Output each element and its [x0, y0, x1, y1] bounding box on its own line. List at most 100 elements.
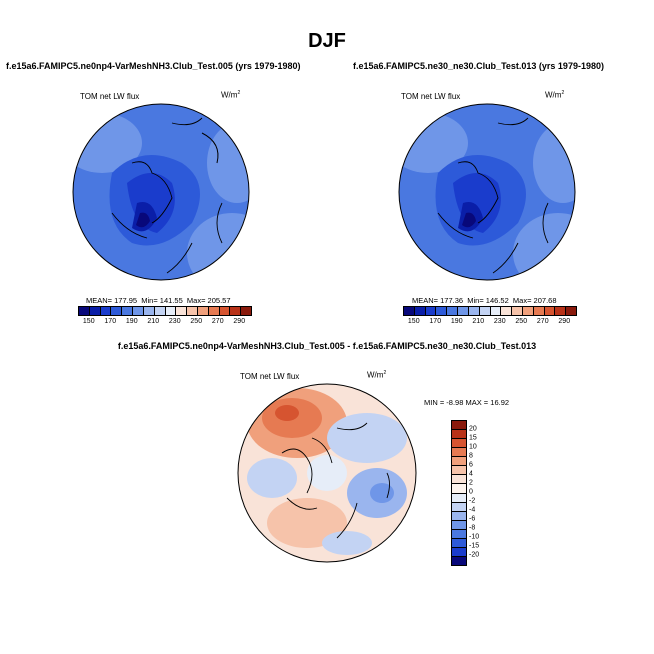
colorbar-tick-label: 290 — [233, 318, 246, 325]
colorbar-swatch — [122, 307, 134, 315]
colorbar-tick-label: 15 — [469, 434, 477, 442]
colorbar-swatch — [452, 448, 466, 458]
colorbar-tick-label: 230 — [493, 318, 506, 325]
diff-colorbar — [451, 420, 467, 566]
right-polar-map — [398, 103, 576, 281]
colorbar-swatch — [522, 307, 534, 315]
colorbar-swatch — [566, 307, 576, 315]
colorbar-tick-label: 190 — [125, 318, 138, 325]
colorbar-tick-label: 250 — [190, 318, 203, 325]
colorbar-swatch — [452, 475, 466, 485]
colorbar-tick-label: 210 — [147, 318, 160, 325]
diff-panel-title: f.e15a6.FAMIPC5.ne0np4-VarMeshNH3.Club_T… — [117, 341, 537, 351]
left-colorbar — [78, 306, 252, 316]
colorbar-swatch — [452, 502, 466, 512]
colorbar-tick-label: 290 — [558, 318, 571, 325]
colorbar-swatch — [468, 307, 480, 315]
colorbar-swatch — [452, 430, 466, 440]
colorbar-tick-label: -15 — [469, 542, 480, 550]
colorbar-swatch — [176, 307, 188, 315]
colorbar-tick-label: 20 — [469, 425, 477, 433]
colorbar-swatch — [89, 307, 101, 315]
left-panel-variable: TOM net LW flux — [80, 92, 140, 101]
colorbar-swatch — [544, 307, 556, 315]
colorbar-swatch — [404, 307, 415, 315]
colorbar-swatch — [501, 307, 513, 315]
colorbar-swatch — [452, 511, 466, 521]
colorbar-swatch — [512, 307, 523, 315]
colorbar-swatch — [219, 307, 231, 315]
colorbar-swatch — [452, 466, 466, 476]
colorbar-swatch — [111, 307, 123, 315]
right-colorbar — [403, 306, 577, 316]
colorbar-tick-label: -6 — [469, 515, 476, 523]
colorbar-swatch — [458, 307, 469, 315]
colorbar-swatch — [447, 307, 459, 315]
diff-panel-unit: W/m2 — [367, 370, 387, 380]
colorbar-swatch — [230, 307, 242, 315]
diff-panel-variable: TOM net LW flux — [240, 372, 300, 381]
colorbar-swatch — [490, 307, 502, 315]
diff-colorbar-ticks: 20 15 10 8 6 4 2 0 -2 -4 -6 -8 -10 -15 -20 — [469, 420, 499, 564]
colorbar-swatch — [555, 307, 567, 315]
colorbar-tick-label: 4 — [469, 470, 473, 478]
colorbar-tick-label: 150 — [407, 318, 420, 325]
colorbar-swatch — [143, 307, 155, 315]
left-panel-title: f.e15a6.FAMIPC5.ne0np4-VarMeshNH3.Club_T… — [6, 61, 301, 71]
right-panel-variable: TOM net LW flux — [401, 92, 461, 101]
colorbar-swatch — [133, 307, 144, 315]
colorbar-swatch — [452, 520, 466, 530]
right-panel-stats: MEAN= 177.36 Min= 146.52 Max= 207.68 — [412, 296, 557, 305]
colorbar-swatch — [452, 493, 466, 503]
colorbar-swatch — [452, 484, 466, 494]
colorbar-tick-label: 2 — [469, 479, 473, 487]
colorbar-tick-label: 270 — [536, 318, 549, 325]
colorbar-tick-label: 170 — [429, 318, 442, 325]
diff-polar-map — [237, 383, 417, 563]
colorbar-swatch — [452, 556, 466, 565]
colorbar-tick-label: -10 — [469, 533, 480, 541]
right-panel-title: f.e15a6.FAMIPC5.ne30_ne30.Club_Test.013 … — [353, 61, 604, 71]
colorbar-tick-label: 6 — [469, 461, 473, 469]
colorbar-swatch — [436, 307, 448, 315]
colorbar-tick-label: 210 — [472, 318, 485, 325]
colorbar-swatch — [100, 307, 112, 315]
colorbar-swatch — [452, 547, 466, 557]
colorbar-tick-label: 190 — [450, 318, 463, 325]
colorbar-tick-label: 150 — [82, 318, 95, 325]
colorbar-tick-label: -8 — [469, 524, 476, 532]
colorbar-tick-label: 250 — [515, 318, 528, 325]
colorbar-tick-label: 0 — [469, 488, 473, 496]
left-polar-map — [72, 103, 250, 281]
colorbar-tick-label: 10 — [469, 443, 477, 451]
colorbar-swatch — [452, 439, 466, 449]
colorbar-tick-label: 170 — [104, 318, 117, 325]
colorbar-tick-label: 8 — [469, 452, 473, 460]
colorbar-tick-label: -4 — [469, 506, 476, 514]
colorbar-swatch — [208, 307, 220, 315]
figure-title: DJF — [308, 30, 346, 52]
colorbar-swatch — [187, 307, 198, 315]
left-panel-stats: MEAN= 177.95 Min= 141.55 Max= 205.57 — [86, 296, 231, 305]
right-panel-unit: W/m2 — [545, 90, 565, 100]
colorbar-swatch — [425, 307, 437, 315]
colorbar-swatch — [197, 307, 209, 315]
colorbar-swatch — [452, 457, 466, 467]
colorbar-swatch — [414, 307, 426, 315]
colorbar-tick-label: 230 — [168, 318, 181, 325]
diff-panel-minmax: MIN = -8.98 MAX = 16.92 — [424, 398, 510, 407]
left-colorbar-ticks: 150 170 190 210 230 250 270 290 — [78, 318, 250, 328]
colorbar-swatch — [452, 421, 466, 431]
right-colorbar-ticks: 150 170 190 210 230 250 270 290 — [403, 318, 575, 328]
colorbar-tick-label: 270 — [211, 318, 224, 325]
colorbar-swatch — [452, 529, 466, 539]
colorbar-swatch — [165, 307, 177, 315]
colorbar-swatch — [79, 307, 90, 315]
colorbar-tick-label: -2 — [469, 497, 476, 505]
colorbar-swatch — [479, 307, 491, 315]
colorbar-swatch — [241, 307, 251, 315]
left-panel-unit: W/m2 — [221, 90, 241, 100]
colorbar-swatch — [533, 307, 545, 315]
colorbar-swatch — [452, 538, 466, 548]
colorbar-tick-label: -20 — [469, 551, 480, 559]
